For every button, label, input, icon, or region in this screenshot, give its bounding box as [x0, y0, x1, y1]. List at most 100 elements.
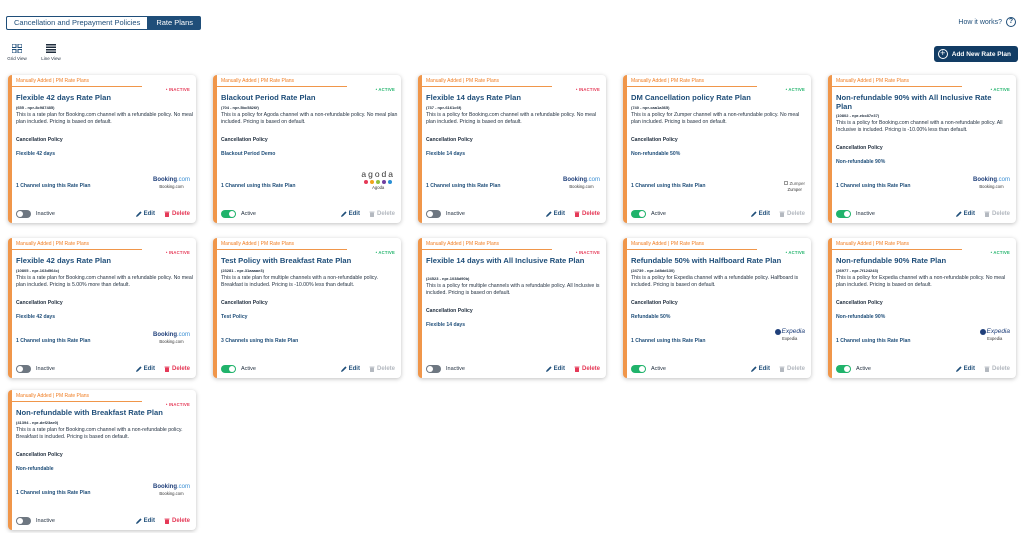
rate-plan-title[interactable]: Non-refundable 90% Rate Plan: [836, 256, 947, 265]
card-source-tag: Manually Added | PM Rate Plans: [16, 78, 90, 84]
how-it-works-link[interactable]: How it works? ?: [958, 17, 1016, 27]
edit-button[interactable]: Edit: [955, 211, 975, 217]
rate-plan-title[interactable]: Non-refundable with Breakfast Rate Plan: [16, 408, 163, 417]
cancellation-policy-link[interactable]: Non-refundable: [16, 466, 54, 472]
cancellation-policy-heading: Cancellation Policy: [221, 137, 268, 143]
edit-button[interactable]: Edit: [135, 211, 155, 217]
channels-count-link[interactable]: 1 Channel using this Rate Plan: [16, 183, 91, 189]
pencil-icon: [750, 365, 757, 372]
channels-count-link[interactable]: 1 Channel using this Rate Plan: [836, 183, 911, 189]
channels-count-link[interactable]: 1 Channel using this Rate Plan: [221, 183, 296, 189]
channels-count-link[interactable]: 1 Channel using this Rate Plan: [16, 338, 91, 344]
status-toggle[interactable]: [631, 209, 646, 218]
add-rate-plan-button[interactable]: + Add New Rate Plan: [933, 46, 1018, 62]
pencil-icon: [545, 210, 552, 217]
edit-button[interactable]: Edit: [545, 366, 565, 372]
channels-count-link[interactable]: 3 Channels using this Rate Plan: [221, 338, 299, 344]
status-toggle[interactable]: [221, 209, 236, 218]
edit-button[interactable]: Edit: [750, 211, 770, 217]
rate-plan-title[interactable]: Flexible 42 days Rate Plan: [16, 256, 111, 265]
status-toggle-label: Inactive: [36, 517, 55, 524]
edit-button[interactable]: Edit: [340, 366, 360, 372]
card-tag-underline: [12, 390, 142, 402]
cancellation-policy-link[interactable]: Test Policy: [221, 314, 248, 320]
channels-count-link[interactable]: 1 Channel using this Rate Plan: [836, 338, 911, 344]
edit-button[interactable]: Edit: [545, 210, 565, 217]
rate-plan-id: (704 - npr-5bc5826f): [221, 105, 259, 110]
rate-plan-title[interactable]: Non-refundable 90% with All Inclusive Ra…: [836, 93, 992, 111]
channels-count-link[interactable]: 1 Channel using this Rate Plan: [426, 183, 501, 189]
tab-cancellation-policies[interactable]: Cancellation and Prepayment Policies: [6, 16, 149, 30]
rate-plan-title[interactable]: Test Policy with Breakfast Rate Plan: [221, 256, 352, 265]
line-view-button[interactable]: Line View: [38, 44, 64, 61]
edit-button[interactable]: Edit: [135, 517, 155, 524]
delete-label: Delete: [786, 210, 805, 217]
rate-plan-card: Manually Added | PM Rate Plans • ACTIVE Te…: [213, 238, 401, 378]
card-footer: Active Edit Delete: [221, 209, 395, 218]
card-footer: Inactive Edit Delete: [16, 364, 190, 373]
card-footer: Active Edit Delete: [836, 364, 1010, 373]
status-toggle[interactable]: [836, 364, 851, 373]
cancellation-policy-link[interactable]: Flexible 42 days: [16, 314, 56, 320]
status-toggle[interactable]: [16, 516, 31, 525]
card-tag-underline: [627, 238, 757, 250]
cancellation-policy-link[interactable]: Flexible 42 days: [16, 151, 56, 157]
cancellation-policy-link[interactable]: Non-refundable 90%: [836, 314, 886, 320]
cancellation-policy-link[interactable]: Non-refundable 50%: [631, 151, 681, 157]
view-switcher: Grid View Line View: [4, 44, 64, 61]
rate-plan-card: Manually Added | PM Rate Plans • INACTIVE…: [418, 238, 606, 378]
card-tag-underline: [832, 238, 962, 250]
cancellation-policy-link[interactable]: Flexible 14 days: [426, 322, 466, 328]
channel-name: Booking.com: [159, 491, 184, 496]
rate-plan-title[interactable]: Flexible 14 days Rate Plan: [426, 93, 521, 102]
rate-plan-title[interactable]: Flexible 42 days Rate Plan: [16, 93, 111, 102]
trash-icon: [574, 211, 580, 217]
booking-logo-mark: Booking.com: [972, 177, 1010, 183]
cancellation-policy-link[interactable]: Non-refundable 90%: [836, 159, 886, 165]
cancellation-policy-link[interactable]: Refundable 50%: [631, 314, 671, 320]
status-toggle[interactable]: [836, 209, 851, 218]
rate-plan-title[interactable]: Refundable 50% with Halfboard Rate Plan: [631, 256, 782, 265]
status-toggle[interactable]: [426, 209, 441, 218]
channels-count-link[interactable]: 1 Channel using this Rate Plan: [631, 183, 706, 189]
card-source-tag: Manually Added | PM Rate Plans: [221, 241, 295, 247]
status-toggle[interactable]: [16, 364, 31, 373]
edit-button[interactable]: Edit: [135, 366, 155, 372]
cancellation-policy-link[interactable]: Blackout Period Demo: [221, 151, 276, 157]
edit-button[interactable]: Edit: [750, 365, 770, 372]
edit-button[interactable]: Edit: [340, 211, 360, 217]
delete-button: Delete: [984, 366, 1010, 372]
rate-plan-description: This is a rate plan for Booking.com chan…: [16, 112, 193, 125]
expedia-logo-mark: Expedia: [774, 328, 805, 335]
cancellation-policy-link[interactable]: Flexible 14 days: [426, 151, 466, 157]
pencil-icon: [135, 517, 142, 524]
rate-plan-title[interactable]: DM Cancellation policy Rate Plan: [631, 93, 751, 102]
delete-button: Delete: [369, 366, 395, 372]
rate-plan-description: This is a rate plan for Booking.com chan…: [16, 275, 193, 288]
channels-count-link[interactable]: 1 Channel using this Rate Plan: [16, 490, 91, 496]
tab-rate-plans[interactable]: Rate Plans: [148, 16, 202, 30]
edit-label: Edit: [143, 517, 155, 524]
grid-view-button[interactable]: Grid View: [4, 44, 30, 61]
edit-button[interactable]: Edit: [955, 366, 975, 372]
rate-plan-id: (10802 - npr-ebc87e37): [836, 113, 880, 118]
trash-icon: [369, 211, 375, 217]
status-toggle[interactable]: [631, 364, 646, 373]
booking-logo: Booking.com Booking.com: [153, 177, 190, 189]
status-toggle[interactable]: [426, 364, 441, 373]
delete-button[interactable]: Delete: [164, 211, 190, 217]
delete-button[interactable]: Delete: [164, 366, 190, 372]
delete-button[interactable]: Delete: [164, 518, 190, 524]
status-toggle[interactable]: [16, 209, 31, 218]
delete-button[interactable]: Delete: [574, 211, 600, 217]
channel-name: Booking.com: [569, 184, 594, 189]
rate-plan-title[interactable]: Blackout Period Rate Plan: [221, 93, 316, 102]
status-toggle[interactable]: [221, 364, 236, 373]
delete-button[interactable]: Delete: [574, 366, 600, 372]
channels-count-link[interactable]: 1 Channel using this Rate Plan: [631, 338, 706, 344]
cancellation-policy-heading: Cancellation Policy: [426, 308, 473, 314]
rate-plan-title[interactable]: Flexible 14 days with All Inclusive Rate…: [426, 256, 585, 265]
trash-icon: [574, 366, 580, 372]
channel-name: Expedia: [782, 336, 798, 341]
expedia-logo: Expedia Expedia: [979, 328, 1010, 341]
